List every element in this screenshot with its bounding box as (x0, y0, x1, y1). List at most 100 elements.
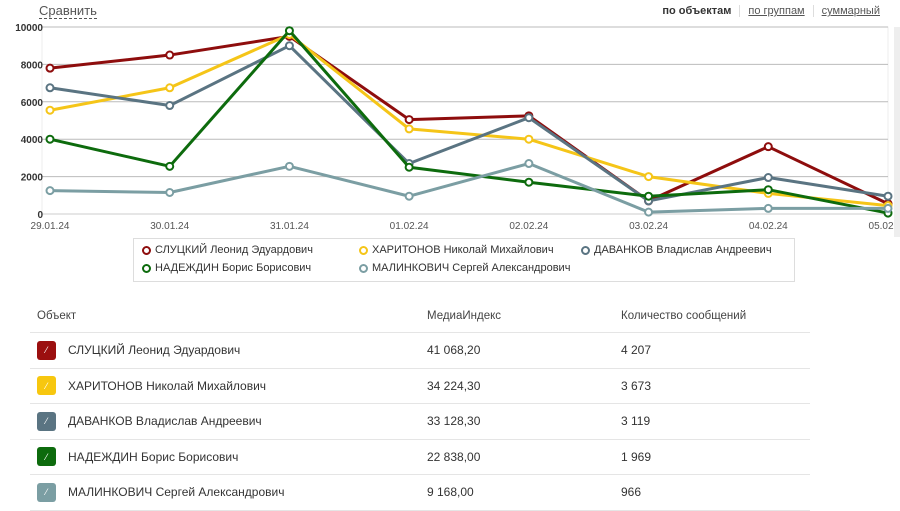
data-point (524, 177, 534, 187)
data-point (45, 105, 55, 115)
table-row[interactable]: ⁄ НАДЕЖДИН Борис Борисович 22 838,00 1 969 (30, 440, 810, 475)
legend-item[interactable]: ХАРИТОНОВ Николай Михайлович (359, 244, 554, 256)
legend-item[interactable]: НАДЕЖДИН Борис Борисович (142, 262, 311, 274)
object-name: ДАВАНКОВ Владислав Андреевич (68, 414, 262, 429)
object-cell: ⁄ ХАРИТОНОВ Николай Михайлович (30, 376, 427, 396)
legend-marker-icon (142, 245, 151, 255)
object-name: СЛУЦКИЙ Леонид Эдуардович (68, 343, 241, 358)
data-point (284, 26, 294, 36)
header-mediaindex: МедиаИндекс (427, 310, 502, 322)
data-point (284, 41, 294, 51)
data-point (165, 101, 175, 111)
data-point (165, 187, 175, 197)
object-color-icon[interactable]: ⁄ (37, 482, 56, 502)
y-tick-label: 6000 (21, 98, 44, 109)
x-tick-label: 05.02.24 (869, 221, 900, 232)
header-count: Количество сообщений (621, 310, 747, 322)
count-value: 3 673 (621, 378, 652, 393)
data-point (883, 203, 893, 213)
table-row[interactable]: ⁄ ХАРИТОНОВ Николай Михайлович 34 224,30 3 … (30, 369, 810, 404)
data-point (284, 161, 294, 171)
data-point (404, 115, 414, 125)
x-tick-label: 30.01.24 (150, 221, 189, 232)
x-tick-label: 02.02.24 (509, 221, 548, 232)
series-line (49, 29, 889, 215)
data-point (763, 203, 773, 213)
compare-link[interactable]: Сравнить (39, 3, 97, 19)
data-point (45, 83, 55, 93)
objects-table: Объект МедиаИндекс Количество сообщений … (30, 300, 810, 511)
table-row[interactable]: ⁄ ДАВАНКОВ Владислав Андреевич 33 128,30 3 … (30, 404, 810, 440)
mediaindex-value: 22 838,00 (427, 449, 481, 464)
legend-label: ДАВАНКОВ Владислав Андреевич (594, 244, 772, 256)
object-name: НАДЕЖДИН Борис Борисович (68, 449, 239, 464)
mediaindex-value: 33 128,30 (427, 414, 481, 429)
series-line (49, 34, 889, 206)
mediaindex-value: 9 168,00 (427, 485, 474, 500)
y-tick-label: 2000 (21, 173, 44, 184)
tab-by-objects[interactable]: по объектам (662, 5, 732, 17)
data-point (165, 83, 175, 93)
scrollbar[interactable] (894, 27, 900, 237)
table-row[interactable]: ⁄ СЛУЦКИЙ Леонид Эдуардович 41 068,20 4 207 (30, 333, 810, 369)
header-object: Объект (37, 310, 77, 322)
series-line (49, 44, 889, 203)
table-header: Объект МедиаИндекс Количество сообщений (30, 300, 810, 333)
legend-marker-icon (581, 245, 590, 255)
legend-label: СЛУЦКИЙ Леонид Эдуардович (155, 244, 313, 256)
legend-item[interactable]: СЛУЦКИЙ Леонид Эдуардович (142, 244, 313, 256)
data-point (644, 172, 654, 182)
legend-marker-icon (359, 245, 368, 255)
data-point (404, 124, 414, 134)
data-point (165, 161, 175, 171)
data-point (883, 191, 893, 201)
y-tick-label: 8000 (21, 60, 44, 71)
x-tick-label: 04.02.24 (749, 221, 788, 232)
object-cell: ⁄ МАЛИНКОВИЧ Сергей Александрович (30, 482, 427, 502)
data-point (165, 50, 175, 60)
object-color-icon[interactable]: ⁄ (37, 340, 56, 360)
series-line (49, 162, 888, 214)
data-point (45, 186, 55, 196)
data-point (45, 134, 55, 144)
object-color-icon[interactable]: ⁄ (37, 447, 56, 467)
object-color-icon[interactable]: ⁄ (37, 376, 56, 396)
data-point (763, 185, 773, 195)
data-point (763, 173, 773, 183)
data-point (524, 134, 534, 144)
mediaindex-value: 41 068,20 (427, 343, 481, 358)
data-point (404, 162, 414, 172)
tab-summary[interactable]: суммарный (812, 5, 888, 17)
object-color-icon[interactable]: ⁄ (37, 411, 56, 431)
legend-item[interactable]: ДАВАНКОВ Владислав Андреевич (581, 244, 772, 256)
data-point (644, 207, 654, 217)
legend-marker-icon (142, 263, 151, 273)
object-cell: ⁄ СЛУЦКИЙ Леонид Эдуардович (30, 340, 427, 360)
tab-by-groups[interactable]: по группам (739, 5, 812, 17)
count-value: 4 207 (621, 343, 652, 358)
mediaindex-value: 34 224,30 (427, 378, 481, 393)
data-point (45, 63, 55, 73)
count-value: 966 (621, 485, 642, 500)
x-tick-label: 01.02.24 (390, 221, 429, 232)
data-point (524, 113, 534, 123)
x-tick-label: 31.01.24 (270, 221, 309, 232)
y-tick-label: 0 (37, 210, 43, 221)
data-point (763, 142, 773, 152)
object-cell: ⁄ НАДЕЖДИН Борис Борисович (30, 447, 427, 467)
x-tick-label: 03.02.24 (629, 221, 668, 232)
count-value: 1 969 (621, 449, 652, 464)
legend-label: МАЛИНКОВИЧ Сергей Александрович (372, 262, 571, 274)
y-tick-label: 10000 (15, 23, 43, 34)
legend-item[interactable]: МАЛИНКОВИЧ Сергей Александрович (359, 262, 570, 274)
y-tick-label: 4000 (21, 135, 44, 146)
object-name: МАЛИНКОВИЧ Сергей Александрович (68, 485, 285, 500)
data-point (524, 159, 534, 169)
data-point (404, 191, 414, 201)
line-chart: 0 2000 4000 6000 8000 10000 29.01.24 30.01.24 31… (15, 23, 900, 232)
object-name: ХАРИТОНОВ Николай Михайлович (68, 378, 267, 393)
legend-label: ХАРИТОНОВ Николай Михайлович (372, 244, 554, 256)
x-tick-label: 29.01.24 (31, 221, 70, 232)
data-point (644, 191, 654, 201)
table-row[interactable]: ⁄ МАЛИНКОВИЧ Сергей Александрович 9 168,00… (30, 475, 810, 511)
